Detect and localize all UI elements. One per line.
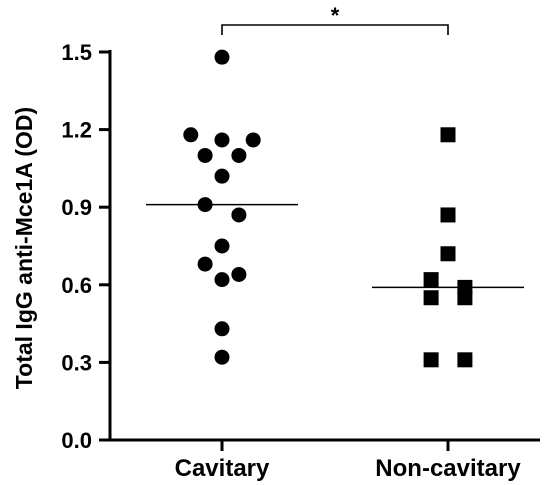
data-point (214, 132, 230, 148)
data-point (183, 127, 199, 143)
data-point (245, 132, 261, 148)
data-point (457, 352, 473, 368)
median-lines (146, 203, 524, 289)
significance-label: * (331, 3, 340, 28)
data-point (214, 321, 230, 337)
data-point (231, 266, 247, 282)
x-axis: Cavitary Non-cavitary (108, 438, 540, 482)
y-tick-label: 0.3 (61, 350, 92, 375)
y-tick-label: 0.9 (61, 195, 92, 220)
significance-line (221, 24, 449, 35)
data-point (440, 207, 456, 223)
data-points (183, 49, 473, 368)
y-tick-label: 1.2 (61, 118, 92, 143)
data-point (231, 147, 247, 163)
y-tick-label: 1.5 (61, 40, 92, 65)
data-point (214, 168, 230, 184)
data-point (440, 246, 456, 262)
data-point (214, 272, 230, 288)
data-point (423, 290, 439, 306)
data-point (214, 49, 230, 65)
data-point (231, 207, 247, 223)
x-tick-label: Cavitary (175, 455, 270, 482)
y-tick-label: 0.6 (61, 273, 92, 298)
y-axis-title: Total IgG anti-Mce1A (OD) (11, 107, 37, 389)
x-tick-label: Non-cavitary (375, 455, 521, 482)
data-point (197, 256, 213, 272)
data-point (214, 349, 230, 365)
data-point (457, 290, 473, 306)
y-tick-label: 0.0 (61, 428, 92, 453)
significance-bracket: * (221, 3, 449, 35)
data-point (197, 147, 213, 163)
y-ticks: 0.0 0.3 0.6 0.9 1.2 1.5 (61, 40, 110, 453)
x-ticks: Cavitary Non-cavitary (175, 440, 521, 482)
data-point (214, 238, 230, 254)
data-point (423, 272, 439, 288)
y-axis: 0.0 0.3 0.6 0.9 1.2 1.5 (61, 40, 112, 453)
data-point (440, 127, 456, 143)
data-point (423, 352, 439, 368)
